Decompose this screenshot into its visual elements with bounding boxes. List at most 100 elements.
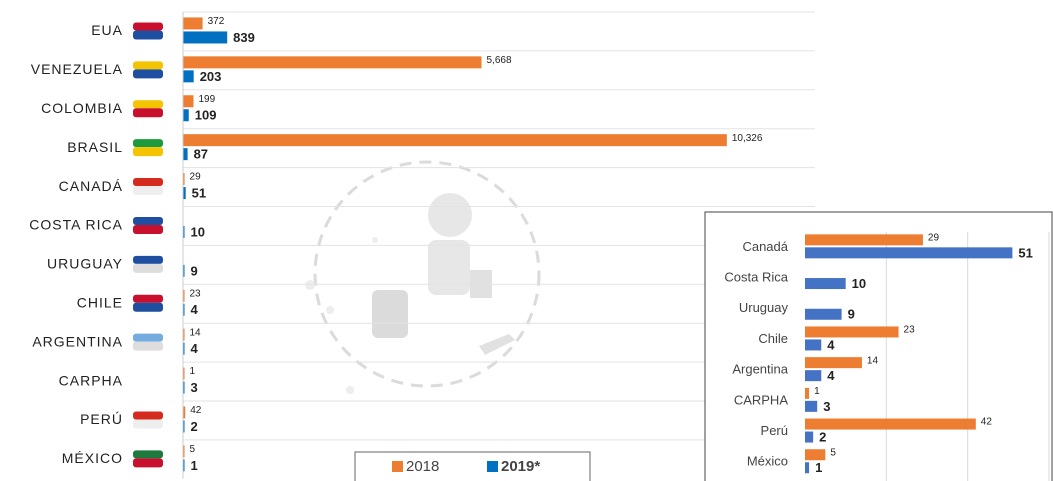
value-label: 42: [981, 417, 993, 428]
value-label: 87: [194, 147, 208, 162]
bar: [805, 234, 923, 245]
value-label: 29: [190, 172, 202, 183]
bar: [805, 432, 813, 443]
category-label: VENEZUELA: [31, 61, 123, 77]
flag-icon: [133, 217, 163, 225]
value-label: 5: [190, 444, 196, 455]
bar: [805, 309, 842, 320]
value-label: 2: [819, 429, 826, 444]
bar: [805, 449, 825, 460]
bar: [183, 134, 727, 146]
value-label: 29: [928, 232, 940, 243]
value-label: 10,326: [732, 133, 763, 144]
value-label: 10: [191, 224, 205, 239]
bar: [183, 56, 482, 68]
bar: [183, 109, 189, 121]
bar: [805, 419, 976, 430]
bar: [805, 388, 809, 399]
value-label: 4: [191, 302, 199, 317]
category-label: CARPHA: [59, 372, 123, 388]
flag-icon: [133, 419, 163, 428]
flag-icon: [133, 295, 163, 303]
legend-label: 2019*: [501, 458, 540, 475]
category-label: Uruguay: [739, 300, 789, 315]
category-label: CARPHA: [734, 392, 789, 407]
category-label: Costa Rica: [724, 269, 788, 284]
flag-icon: [133, 450, 163, 458]
category-label: BRASIL: [67, 139, 123, 155]
bar: [183, 31, 227, 43]
value-label: 203: [200, 69, 222, 84]
flag-icon: [133, 256, 163, 264]
category-label: PERÚ: [80, 411, 123, 427]
flag-icon: [133, 264, 163, 273]
flag-icon: [133, 303, 163, 312]
flag-icon: [133, 458, 163, 467]
chart: 2018 2019* EUA 372 839 VENEZUELA 5,668 203 COLO…: [0, 0, 1053, 481]
value-label: 372: [208, 16, 225, 27]
bar: [805, 339, 821, 350]
value-label: 199: [198, 94, 215, 105]
flag-icon: [133, 22, 163, 30]
category-label: COSTA RICA: [29, 217, 123, 233]
value-label: 839: [233, 30, 255, 45]
category-label: COLOMBIA: [41, 100, 123, 116]
bar: [805, 278, 846, 289]
value-label: 23: [904, 325, 916, 336]
value-label: 9: [191, 263, 198, 278]
value-label: 42: [190, 405, 202, 416]
bar: [805, 247, 1012, 258]
bar: [183, 70, 194, 82]
bar: [183, 17, 203, 29]
value-label: 51: [192, 185, 206, 200]
bar: [805, 357, 862, 368]
bar: [183, 95, 193, 107]
category-label: ARGENTINA: [32, 333, 123, 349]
flag-icon: [133, 30, 163, 39]
flag-icon: [133, 342, 163, 351]
legend-swatch: [392, 461, 403, 472]
flag-icon: [133, 411, 163, 419]
main-chart: EUA372839VENEZUELA5,668203COLOMBIA199109…: [29, 12, 815, 479]
value-label: 4: [827, 337, 835, 352]
flag-icon: [133, 178, 163, 186]
bar: [805, 326, 899, 337]
category-label: URUGUAY: [47, 256, 123, 272]
flag-icon: [133, 186, 163, 195]
value-label: 9: [848, 307, 855, 322]
value-label: 5,668: [487, 55, 512, 66]
value-label: 14: [190, 327, 202, 338]
category-label: EUA: [91, 22, 123, 38]
flag-icon: [133, 334, 163, 342]
category-label: CHILE: [77, 294, 123, 310]
value-label: 2: [191, 419, 198, 434]
value-label: 51: [1018, 245, 1032, 260]
value-label: 4: [827, 368, 835, 383]
category-label: MÉXICO: [62, 450, 123, 466]
value-label: 5: [830, 447, 836, 458]
legend-swatch: [487, 461, 498, 472]
legend-label: 2018: [406, 458, 439, 475]
bar: [805, 462, 809, 473]
value-label: 1: [814, 386, 820, 397]
value-label: 4: [191, 341, 199, 356]
value-label: 23: [190, 288, 202, 299]
flag-icon: [133, 100, 163, 108]
legend: 2018 2019*: [355, 452, 590, 481]
flag-icon: [133, 225, 163, 234]
category-label: CANADÁ: [59, 178, 123, 194]
watermark: [305, 162, 539, 394]
category-label: México: [747, 454, 788, 469]
category-label: Perú: [761, 423, 788, 438]
flag-icon: [133, 108, 163, 117]
bar: [805, 401, 817, 412]
value-label: 3: [191, 380, 198, 395]
category-label: Argentina: [732, 362, 788, 377]
flag-icon: [133, 61, 163, 69]
flag-icon: [133, 147, 163, 156]
value-label: 1: [191, 458, 198, 473]
value-label: 109: [195, 108, 217, 123]
value-label: 1: [190, 366, 196, 377]
category-label: Chile: [758, 331, 788, 346]
